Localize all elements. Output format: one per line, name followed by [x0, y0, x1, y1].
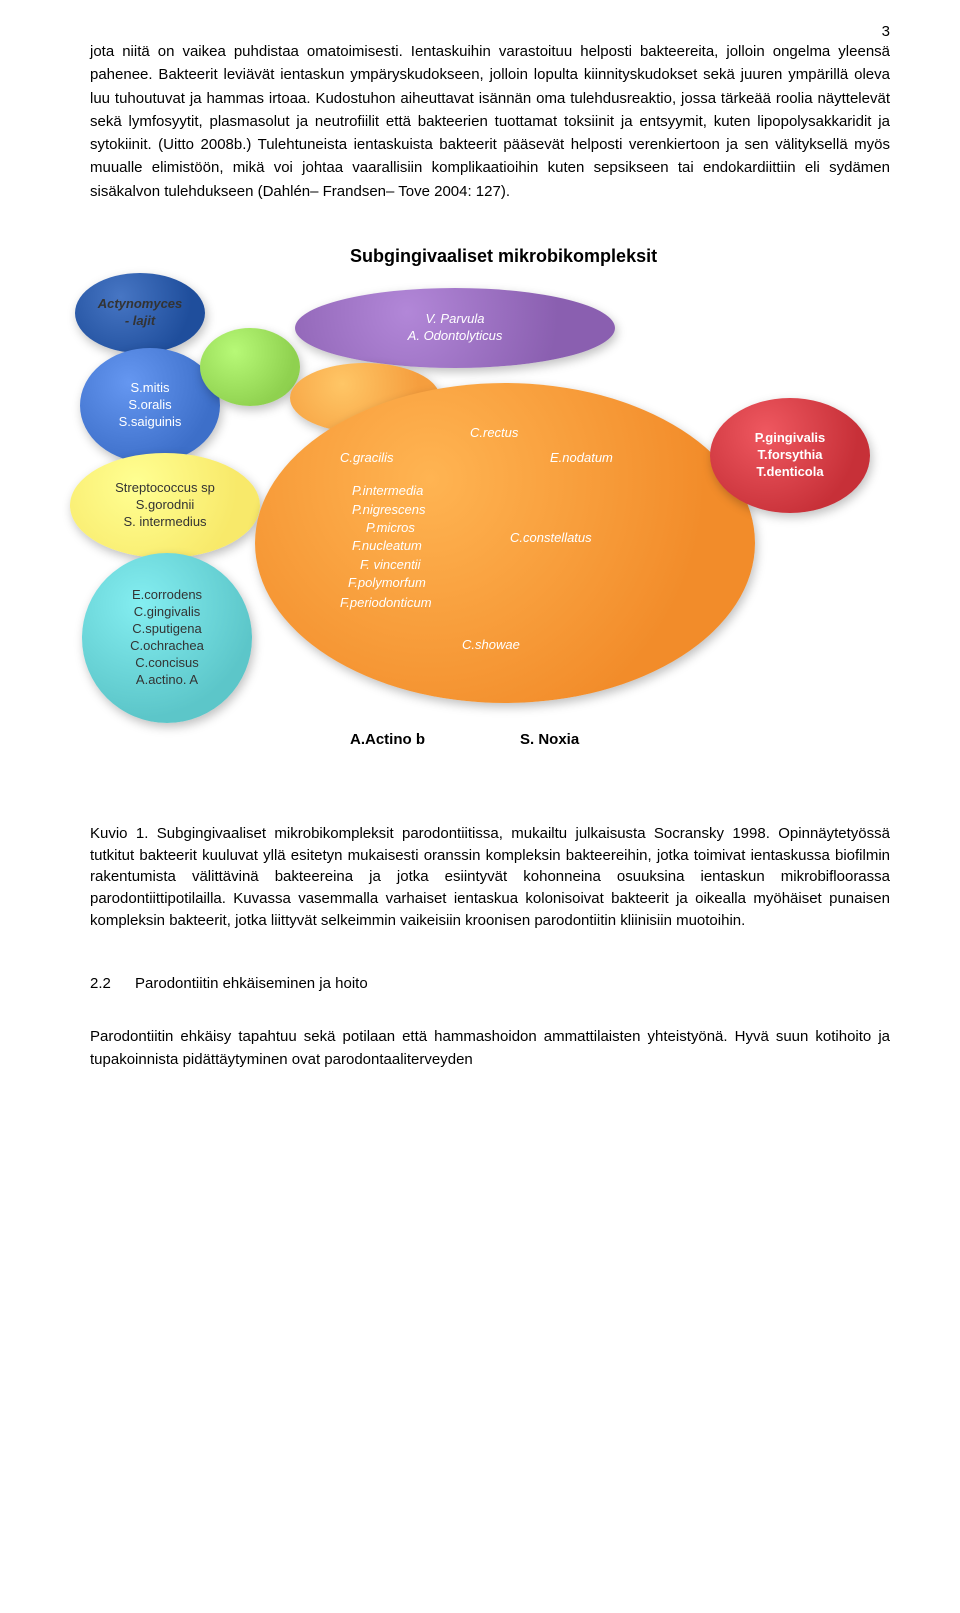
ellipse-text: A. Odontolyticus — [408, 328, 503, 345]
orange-species-label: P.intermedia — [352, 481, 423, 501]
section-heading: 2.2 Parodontiitin ehkäiseminen ja hoito — [90, 972, 890, 995]
ellipse-text: A.actino. A — [136, 672, 198, 689]
ellipse-text: Streptococcus sp — [115, 480, 215, 497]
ellipse-text: C.sputigena — [132, 621, 201, 638]
body-paragraph-last: Parodontiitin ehkäisy tapahtuu sekä poti… — [90, 1025, 890, 1072]
orange-species-label: F.nucleatum — [352, 536, 422, 556]
ellipse-text: Actynomyces — [98, 296, 183, 313]
ellipse-blue-med: S.mitisS.oralisS.saiguinis — [80, 348, 220, 463]
section-title: Parodontiitin ehkäiseminen ja hoito — [135, 975, 368, 992]
ellipse-text: S.saiguinis — [119, 414, 182, 431]
ellipse-text: C.ochrachea — [130, 638, 204, 655]
ellipse-text: P.gingivalis — [755, 430, 826, 447]
ellipse-yellow: Streptococcus spS.gorodniiS. intermedius — [70, 453, 260, 558]
orange-species-label: C.rectus — [470, 423, 518, 443]
page-number: 3 — [882, 20, 890, 43]
microbial-complex-diagram: Subgingivaaliset mikrobikompleksit Actyn… — [70, 233, 890, 793]
ellipse-text: S.gorodnii — [136, 497, 195, 514]
orange-species-label: C.constellatus — [510, 528, 592, 548]
ellipse-text: T.forsythia — [757, 447, 822, 464]
ellipse-text: C.gingivalis — [134, 604, 200, 621]
ellipse-text: S. intermedius — [123, 514, 206, 531]
ellipse-text: T.denticola — [756, 464, 823, 481]
ellipse-purple: V. ParvulaA. Odontolyticus — [295, 288, 615, 368]
ellipse-red: P.gingivalisT.forsythiaT.denticola — [710, 398, 870, 513]
ellipse-text: V. Parvula — [425, 311, 484, 328]
orange-species-label: E.nodatum — [550, 448, 613, 468]
ellipse-text: S.oralis — [128, 397, 171, 414]
figure-caption: Kuvio 1. Subgingivaaliset mikrobikomplek… — [90, 823, 890, 932]
body-paragraph-1: jota niitä on vaikea puhdistaa omatoimis… — [90, 40, 890, 203]
orange-species-label: F.periodonticum — [340, 593, 432, 613]
ellipse-actinomyces: Actynomyces- lajit — [75, 273, 205, 353]
diagram-bottom-label: S. Noxia — [520, 728, 579, 751]
ellipse-green — [200, 328, 300, 406]
orange-species-label: C.gracilis — [340, 448, 393, 468]
orange-species-label: C.showae — [462, 635, 520, 655]
ellipse-teal: E.corrodensC.gingivalisC.sputigenaC.ochr… — [82, 553, 252, 723]
ellipse-text: - lajit — [125, 313, 155, 330]
ellipse-text: C.concisus — [135, 655, 199, 672]
ellipse-text: E.corrodens — [132, 587, 202, 604]
ellipse-text: S.mitis — [131, 380, 170, 397]
orange-species-label: F.polymorfum — [348, 573, 426, 593]
section-number: 2.2 — [90, 972, 111, 995]
diagram-title: Subgingivaaliset mikrobikompleksit — [350, 243, 657, 271]
diagram-bottom-label: A.Actino b — [350, 728, 425, 751]
